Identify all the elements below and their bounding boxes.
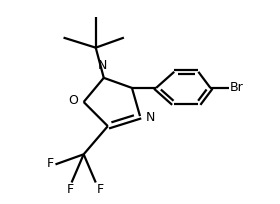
Text: N: N: [146, 111, 155, 124]
Text: N: N: [98, 59, 108, 72]
Text: F: F: [67, 183, 74, 196]
Text: Br: Br: [230, 81, 243, 94]
Text: F: F: [97, 183, 104, 196]
Text: F: F: [46, 157, 53, 170]
Text: O: O: [68, 94, 78, 108]
